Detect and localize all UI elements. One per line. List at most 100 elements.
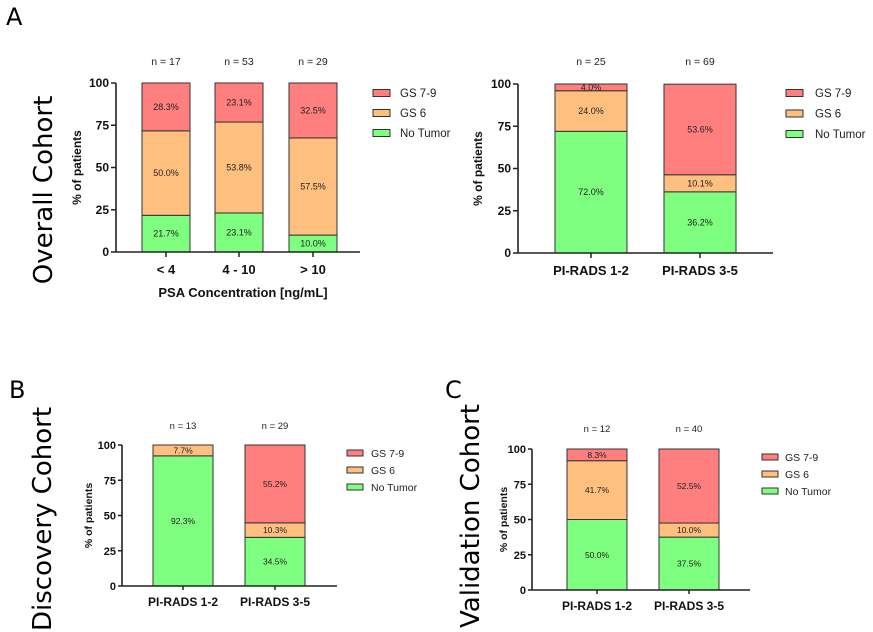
y-axis-label: % of patients bbox=[498, 487, 510, 552]
chart-overall-psa: 21.7% 50.0% 28.3% n = 17 < 4 23.1% 53.8% 23.1% n… bbox=[70, 56, 451, 300]
legend-label-gs-6: GS 6 bbox=[371, 465, 395, 477]
x-tick-label: PI-RADS 1-2 bbox=[562, 599, 632, 613]
x-tick-label: PI-RADS 3-5 bbox=[662, 263, 738, 278]
legend-swatch-gs-7-9 bbox=[372, 89, 391, 97]
y-axis-label: % of patients bbox=[83, 483, 95, 548]
legend-label-no-tumor: No Tumor bbox=[815, 129, 866, 141]
y-tick-label: 75 bbox=[96, 118, 110, 132]
n-label: n = 13 bbox=[170, 421, 197, 432]
bar-segment-gs-7-9-4-10 bbox=[214, 82, 264, 123]
bar-segment-gs-6-pi-rads-1-2 bbox=[152, 444, 214, 457]
legend-swatch-gs-6 bbox=[346, 466, 364, 474]
cohort-label-validation: Validation Cohort bbox=[456, 404, 486, 628]
data-label: 72.0% bbox=[578, 187, 604, 197]
x-tick-label: PI-RADS 3-5 bbox=[240, 595, 310, 609]
data-label: 10.3% bbox=[263, 525, 288, 535]
bar-segment-gs-7-9-10 bbox=[288, 82, 338, 139]
n-label: n = 29 bbox=[262, 421, 289, 432]
bar-segment-gs-6-10 bbox=[288, 137, 338, 236]
y-tick-label: 75 bbox=[514, 479, 526, 491]
legend-label-gs-6: GS 6 bbox=[400, 108, 426, 120]
data-label: 53.6% bbox=[687, 124, 713, 134]
bar-segment-gs-7-9-pi-rads-1-2 bbox=[566, 448, 628, 462]
bar-segment-no-tumor-pi-rads-1-2 bbox=[554, 130, 628, 254]
x-tick-label: < 4 bbox=[157, 262, 176, 277]
y-tick-label: 50 bbox=[104, 511, 116, 523]
cohort-label-overall: Overall Cohort bbox=[29, 96, 59, 285]
y-tick-label: 100 bbox=[508, 444, 526, 456]
data-label: 57.5% bbox=[300, 182, 326, 192]
x-tick-label: > 10 bbox=[300, 262, 326, 277]
bar-segment-no-tumor-pi-rads-3-5 bbox=[658, 536, 720, 591]
data-label: 23.1% bbox=[226, 227, 252, 237]
legend-label-gs-6: GS 6 bbox=[815, 109, 841, 121]
data-label: 53.8% bbox=[226, 163, 252, 173]
x-tick-label: 4 - 10 bbox=[222, 262, 255, 277]
bar-segment-gs-7-9-pi-rads-3-5 bbox=[663, 83, 737, 176]
data-label: 24.0% bbox=[578, 106, 604, 116]
y-tick-label: 50 bbox=[96, 161, 110, 175]
bar-segment-gs-7-9-pi-rads-1-2 bbox=[554, 83, 628, 92]
data-label: 37.5% bbox=[677, 559, 702, 569]
y-axis-label: % of patients bbox=[70, 130, 84, 205]
bar-segment-no-tumor-pi-rads-3-5 bbox=[244, 536, 306, 587]
y-tick-label: 100 bbox=[89, 76, 109, 90]
x-tick-label: PI-RADS 3-5 bbox=[654, 599, 724, 613]
panel-letter-b: B bbox=[9, 376, 25, 404]
n-label: n = 40 bbox=[676, 424, 703, 435]
data-label: 21.7% bbox=[153, 229, 179, 239]
bar-segment-no-tumor-4 bbox=[141, 214, 191, 253]
legend-label-gs-7-9: GS 7-9 bbox=[815, 88, 851, 100]
legend-swatch-gs-7-9 bbox=[785, 89, 804, 97]
data-label: 34.5% bbox=[263, 557, 288, 567]
n-label: n = 69 bbox=[685, 56, 715, 68]
y-tick-label: 25 bbox=[498, 204, 512, 218]
data-label: 92.3% bbox=[171, 516, 196, 526]
y-tick-label: 50 bbox=[498, 162, 512, 176]
bar-segment-no-tumor-pi-rads-3-5 bbox=[663, 191, 737, 254]
data-label: 4.0% bbox=[581, 82, 602, 92]
panel-letter-a: A bbox=[6, 3, 23, 31]
y-tick-label: 75 bbox=[104, 475, 116, 487]
n-label: n = 29 bbox=[298, 56, 328, 68]
data-label: 55.2% bbox=[263, 479, 288, 489]
legend-swatch-gs-6 bbox=[372, 109, 391, 117]
data-label: 28.3% bbox=[153, 102, 179, 112]
y-tick-label: 100 bbox=[98, 440, 116, 452]
n-label: n = 12 bbox=[584, 424, 611, 435]
bar-segment-no-tumor-pi-rads-1-2 bbox=[152, 455, 214, 587]
data-label: 10.1% bbox=[687, 178, 713, 188]
legend-label-gs-6: GS 6 bbox=[785, 469, 809, 481]
legend-swatch-no-tumor bbox=[346, 483, 364, 491]
cohort-label-discovery: Discovery Cohort bbox=[28, 407, 58, 631]
legend-label-no-tumor: No Tumor bbox=[371, 482, 418, 494]
y-tick-label: 0 bbox=[520, 585, 526, 597]
panel-letter-c: C bbox=[445, 376, 462, 404]
legend-swatch-no-tumor bbox=[372, 129, 391, 137]
data-label: 52.5% bbox=[677, 481, 702, 491]
data-label: 32.5% bbox=[300, 105, 326, 115]
y-tick-label: 25 bbox=[104, 546, 116, 558]
legend-swatch-no-tumor bbox=[785, 130, 804, 138]
bar-segment-gs-6-4 bbox=[141, 130, 191, 216]
data-label: 41.7% bbox=[585, 485, 610, 495]
data-label: 36.2% bbox=[687, 217, 713, 227]
legend-label-gs-7-9: GS 7-9 bbox=[400, 88, 436, 100]
legend-swatch-no-tumor bbox=[761, 487, 779, 495]
y-tick-label: 25 bbox=[96, 203, 110, 217]
bar-segment-gs-7-9-4 bbox=[141, 82, 191, 132]
x-tick-label: PI-RADS 1-2 bbox=[553, 263, 629, 278]
bar-segment-gs-6-4-10 bbox=[214, 121, 264, 214]
legend-label-gs-7-9: GS 7-9 bbox=[371, 448, 404, 460]
legend-swatch-gs-7-9 bbox=[346, 449, 364, 457]
data-label: 7.7% bbox=[173, 445, 193, 455]
y-tick-label: 0 bbox=[110, 581, 116, 593]
n-label: n = 53 bbox=[224, 56, 254, 68]
y-tick-label: 75 bbox=[498, 119, 512, 133]
y-tick-label: 25 bbox=[514, 550, 526, 562]
x-axis-label: PSA Concentration [ng/mL] bbox=[158, 285, 327, 300]
y-axis-label: % of patients bbox=[471, 131, 485, 206]
data-label: 10.0% bbox=[677, 525, 702, 535]
data-label: 10.0% bbox=[300, 239, 326, 249]
